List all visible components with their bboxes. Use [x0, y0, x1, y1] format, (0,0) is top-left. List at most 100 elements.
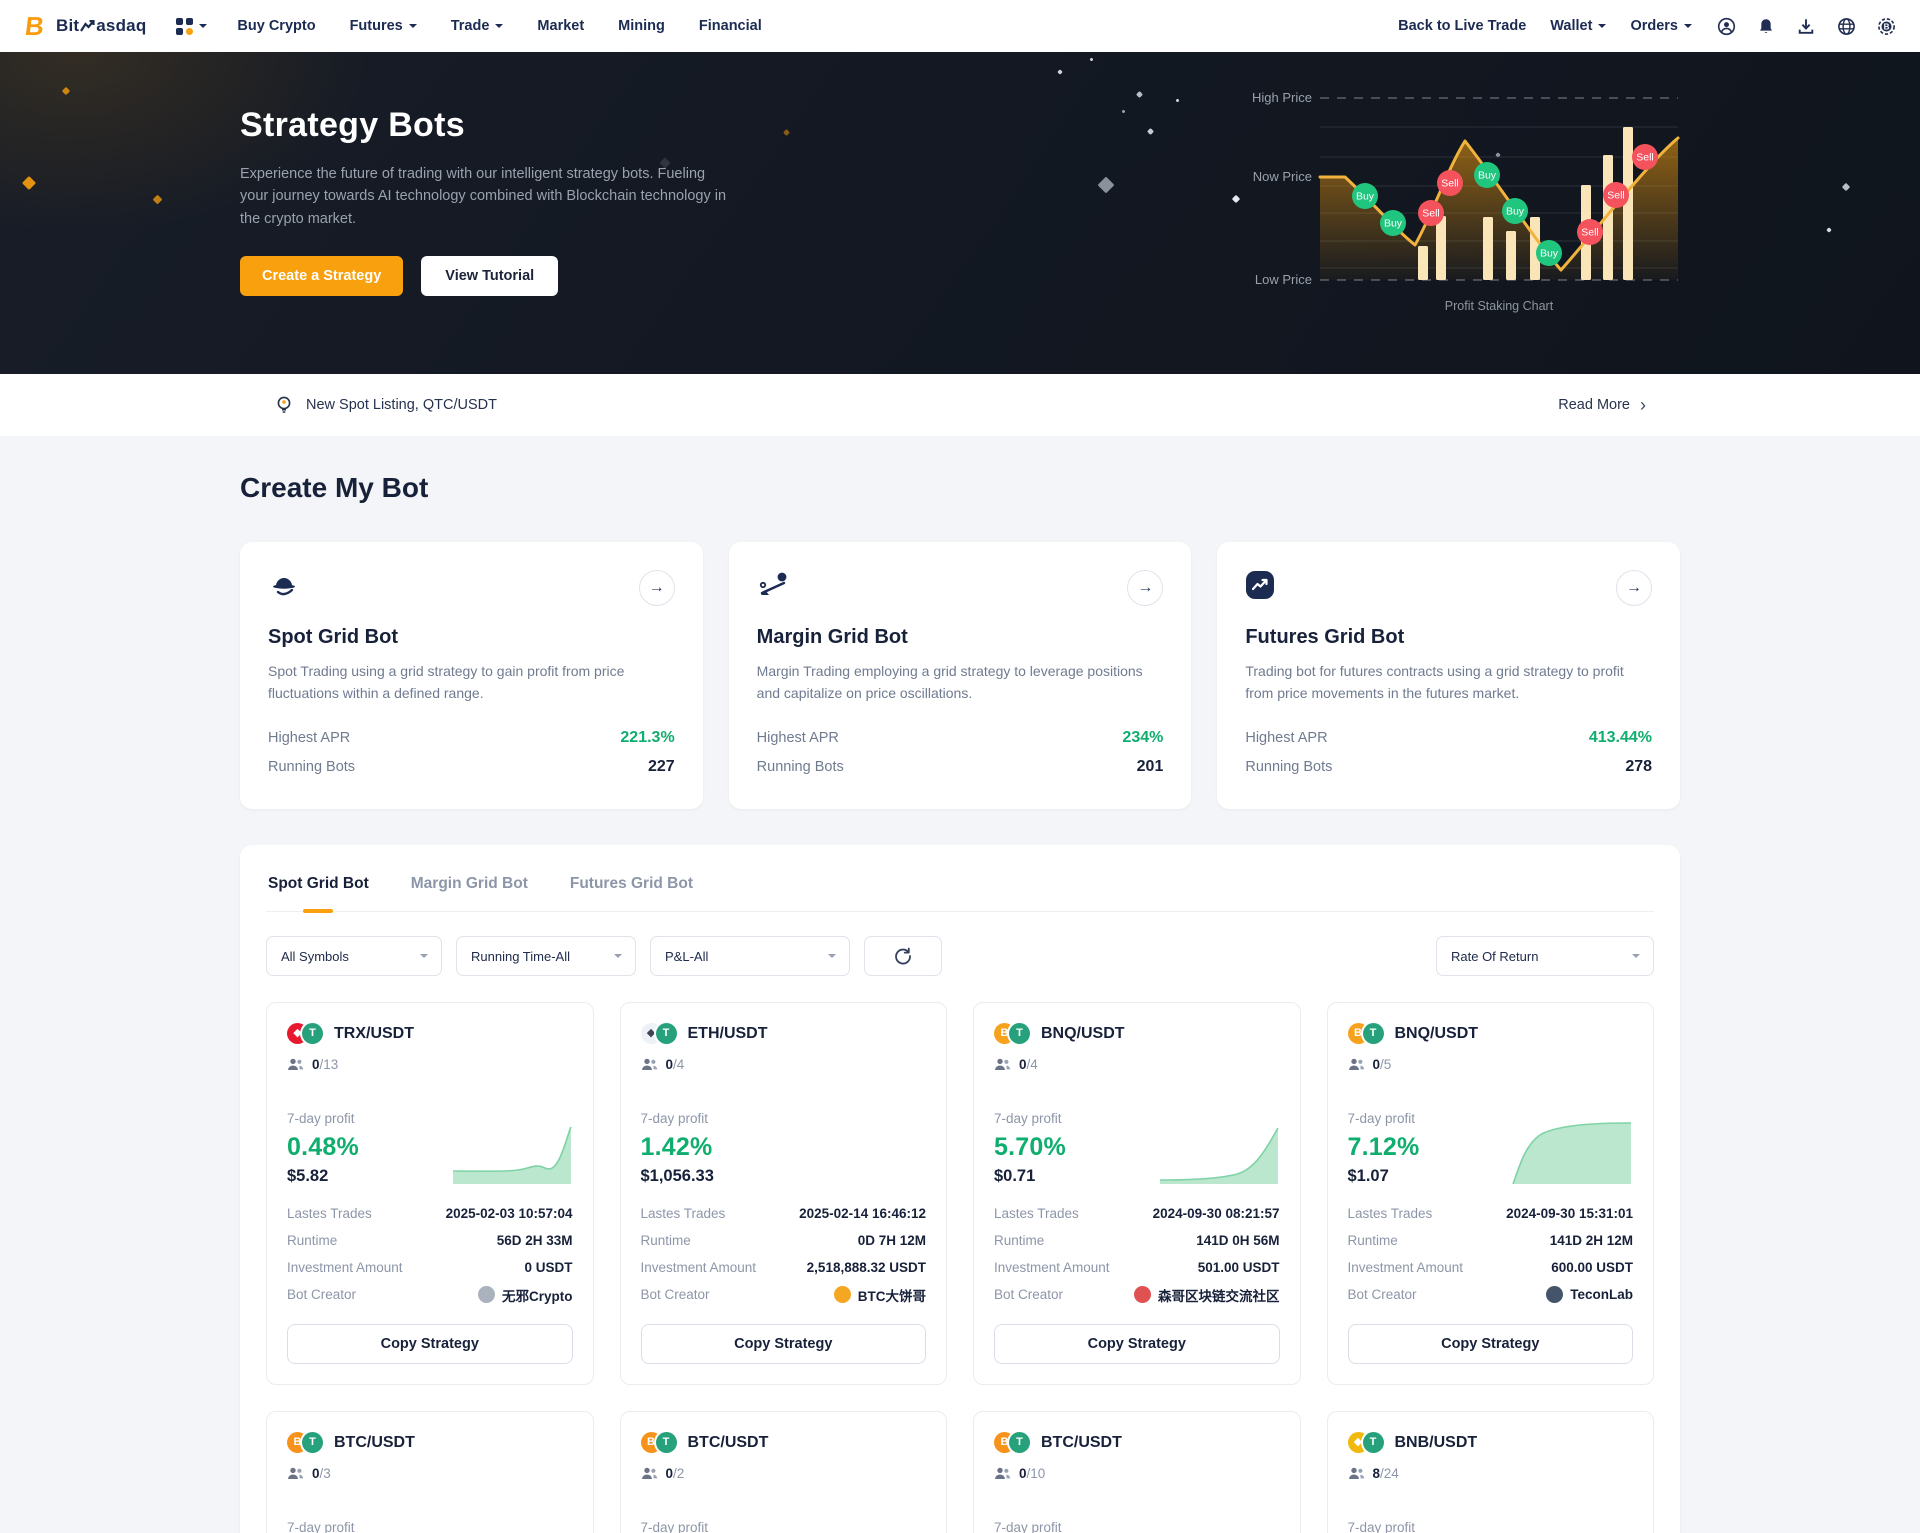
nav-menu-item[interactable]: Market [537, 18, 585, 34]
copiers-count: 8/24 [1348, 1466, 1634, 1481]
profit-period-label: 7-day profit [1347, 1111, 1416, 1126]
members-icon [995, 1058, 1011, 1070]
download-app-icon[interactable] [1796, 16, 1816, 36]
open-spot-grid-bot-button[interactable]: → [638, 570, 675, 606]
bot-creator: 无邪Crypto [478, 1285, 573, 1305]
chevron-down-icon [1598, 24, 1607, 32]
bot-details: Lastes Trades 2024-09-30 08:21:57 Runtime… [994, 1206, 1280, 1304]
symbols-filter-select[interactable]: All Symbols [266, 936, 442, 976]
futures-bot-icon [1246, 571, 1275, 599]
copy-strategy-button[interactable]: Copy Strategy [640, 1324, 926, 1364]
read-more-link[interactable]: Read More › [1558, 395, 1646, 415]
profit-sparkline [804, 1122, 926, 1186]
apr-value: 221.3% [620, 728, 675, 746]
strategy-tab[interactable]: Futures Grid Bot [569, 875, 693, 892]
svg-text:Sell: Sell [1441, 178, 1459, 190]
strategy-tab[interactable]: Spot Grid Bot [266, 865, 371, 911]
sparkle-icon [21, 175, 37, 191]
runtime-value: 0D 7H 12M [857, 1233, 926, 1248]
quote-coin-icon: T [1009, 1023, 1030, 1044]
brand-logo-icon: B [24, 12, 46, 40]
profit-period-label: 7-day profit [640, 1111, 709, 1126]
members-icon [641, 1058, 657, 1070]
runtime-value: 56D 2H 33M [496, 1233, 573, 1248]
card-title: Spot Grid Bot [268, 626, 398, 648]
chevron-down-icon [420, 954, 428, 962]
investment-value: 501.00 USDT [1197, 1260, 1280, 1275]
view-tutorial-button[interactable]: View Tutorial [421, 256, 559, 297]
nav-menu-item[interactable]: Trade [451, 18, 504, 34]
investment-value: 600.00 USDT [1551, 1260, 1633, 1275]
page-title: Strategy Bots [240, 106, 465, 144]
bot-card: B T BNQ/USDT 0/5 [1326, 1002, 1654, 1385]
nav-menu-item[interactable]: Futures [350, 18, 417, 34]
trading-pair: BTC/USDT [334, 1433, 415, 1451]
nav-menu-item[interactable]: Mining [618, 18, 665, 34]
sort-by-select[interactable]: Rate Of Return [1436, 936, 1654, 976]
apps-grid-icon [176, 17, 194, 35]
open-futures-grid-bot-button[interactable]: → [1616, 570, 1653, 606]
profit-sparkline [452, 1126, 572, 1184]
sparkle-icon [782, 128, 791, 137]
members-icon [995, 1467, 1011, 1479]
trend-arrow-icon [80, 19, 95, 32]
user-account-icon[interactable] [1716, 16, 1736, 36]
create-strategy-button[interactable]: Create a Strategy [240, 256, 404, 297]
quote-coin-icon: T [302, 1023, 323, 1044]
sparkle-icon [1135, 90, 1144, 99]
copy-strategy-button[interactable]: Copy Strategy [287, 1324, 573, 1364]
copiers-count: 0/13 [287, 1057, 573, 1072]
copy-strategy-button[interactable]: Copy Strategy [1347, 1324, 1633, 1364]
nav-menu-item[interactable]: Financial [698, 18, 762, 34]
apps-menu-button[interactable] [176, 17, 208, 35]
notification-bell-icon[interactable] [1756, 16, 1776, 36]
card-description: Spot Trading using a grid strategy to ga… [268, 663, 625, 701]
chevron-down-icon [495, 24, 504, 32]
bot-details: Lastes Trades 2025-02-14 16:46:12 Runtime… [640, 1206, 927, 1304]
avatar [1546, 1286, 1564, 1303]
trading-pair: BNQ/USDT [1394, 1024, 1479, 1042]
profit-period-label: 7-day profit [287, 1520, 355, 1533]
card-title: Margin Grid Bot [756, 626, 908, 648]
top-navbar: B Bit asdaq [0, 0, 1920, 52]
sparkle-icon [1121, 109, 1126, 114]
strategy-tab[interactable]: Margin Grid Bot [410, 875, 528, 892]
brand-logo[interactable]: B Bit asdaq [24, 12, 146, 40]
profit-usd: $5.82 [287, 1167, 329, 1185]
running-bots-label: Running Bots [756, 758, 844, 775]
copiers-count: 0/4 [641, 1057, 927, 1072]
profit-percentage: 1.42% [640, 1133, 713, 1161]
open-margin-grid-bot-button[interactable]: → [1127, 570, 1164, 606]
chevron-down-icon [408, 24, 417, 32]
investment-value: 0 USDT [524, 1260, 573, 1275]
back-to-live-trade-link[interactable]: Back to Live Trade [1398, 18, 1527, 34]
svg-text:B: B [1883, 22, 1889, 31]
pnl-filter-select[interactable]: P&L-All [650, 936, 850, 976]
trading-pair: BNQ/USDT [1041, 1024, 1125, 1042]
bot-card: ◆ T BNB/USDT 8/24 [1326, 1411, 1654, 1533]
nav-menu-item[interactable]: Buy Crypto [237, 18, 316, 34]
svg-text:Buy: Buy [1540, 248, 1559, 260]
apr-value: 234% [1122, 728, 1164, 746]
globe-language-icon[interactable] [1836, 16, 1856, 36]
bot-card: B T BTC/USDT 0/3 [266, 1411, 594, 1533]
card-title: Futures Grid Bot [1245, 626, 1405, 648]
copy-strategy-button[interactable]: Copy Strategy [994, 1324, 1280, 1364]
wallet-menu[interactable]: Wallet [1550, 18, 1607, 34]
refresh-button[interactable] [864, 936, 942, 976]
sparkle-icon [1175, 98, 1180, 103]
running-bots-value: 227 [647, 757, 675, 775]
currency-settings-icon[interactable]: B [1876, 16, 1896, 36]
profit-percentage: 5.70% [994, 1133, 1066, 1161]
chevron-down-icon [1684, 24, 1692, 32]
bot-creator: TeconLab [1546, 1286, 1633, 1303]
profit-period-label: 7-day profit [1347, 1520, 1416, 1533]
orders-menu[interactable]: Orders [1630, 18, 1692, 34]
latest-trade-time: 2025-02-14 16:46:12 [799, 1206, 926, 1221]
investment-value: 2,518,888.32 USDT [806, 1260, 926, 1275]
running-time-filter-select[interactable]: Running Time-All [456, 936, 636, 976]
chevron-down-icon [199, 24, 208, 32]
members-icon [288, 1467, 304, 1479]
chevron-down-icon [1632, 954, 1640, 962]
chevron-right-icon: › [1640, 395, 1646, 415]
